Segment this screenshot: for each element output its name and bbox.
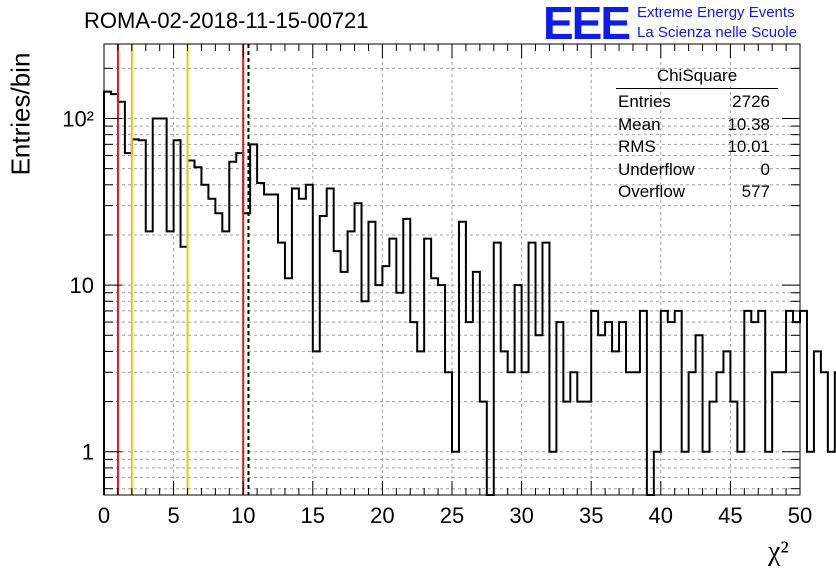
stats-row: Entries 2726	[610, 91, 778, 114]
eee-logo: EEE	[543, 0, 631, 49]
stats-label: Mean	[618, 114, 661, 134]
x-tick-label: 50	[788, 503, 812, 528]
stats-label: Underflow	[618, 159, 695, 179]
stats-row: Mean 10.38	[610, 114, 778, 137]
y-tick-label: 1	[82, 440, 94, 465]
x-tick-label: 5	[167, 503, 179, 528]
stats-value: 10.38	[727, 114, 770, 134]
y-axis-label: Entries/bin	[5, 52, 36, 176]
stats-title: ChiSquare	[616, 66, 778, 89]
x-tick-label: 30	[509, 503, 533, 528]
logo-line-1: Extreme Energy Events	[637, 4, 795, 21]
x-tick-label: 20	[370, 503, 394, 528]
stats-label: RMS	[618, 137, 656, 157]
stats-value: 577	[741, 182, 770, 202]
y-tick-label: 10²	[62, 107, 94, 132]
x-tick-label: 10	[231, 503, 255, 528]
x-tick-label: 35	[579, 503, 603, 528]
stats-box: ChiSquare Entries 2726 Mean 10.38 RMS 10…	[610, 66, 778, 204]
x-tick-label: 40	[649, 503, 673, 528]
stats-value: 0	[760, 159, 770, 179]
x-tick-label: 45	[718, 503, 742, 528]
stats-row: Underflow 0	[610, 159, 778, 182]
stats-value: 2726	[732, 92, 770, 111]
chart-title: ROMA-02-2018-11-15-00721	[84, 8, 369, 33]
x-tick-label: 0	[98, 503, 110, 528]
x-tick-label: 15	[301, 503, 325, 528]
logo-line-2: La Scienza nelle Scuole	[637, 24, 798, 41]
x-axis-label: χ²	[768, 536, 789, 567]
stats-row: RMS 10.01	[610, 136, 778, 159]
stats-label: Entries	[618, 92, 671, 111]
stats-label: Overflow	[618, 182, 686, 202]
stats-value: 10.01	[727, 137, 770, 157]
x-tick-label: 25	[440, 503, 464, 528]
stats-row: Overflow 577	[610, 181, 778, 204]
y-axis-label-container: Entries/bin	[6, 44, 36, 184]
y-tick-label: 10	[70, 273, 94, 298]
